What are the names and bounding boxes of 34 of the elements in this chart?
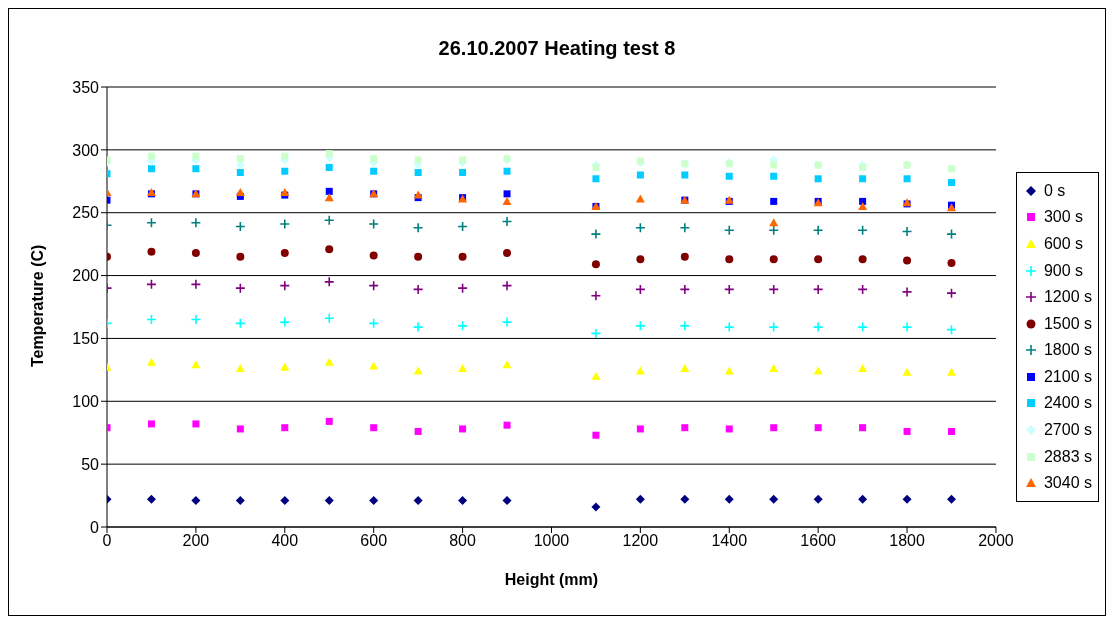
y-tick-label: 200 xyxy=(72,267,100,285)
x-tick-label: 2000 xyxy=(978,532,1014,550)
y-tick-label: 0 xyxy=(90,518,100,536)
x-tick-label: 1800 xyxy=(889,532,925,550)
legend-label: 900 s xyxy=(1043,261,1084,280)
legend-label: 2100 s xyxy=(1043,367,1092,386)
legend-label: 0 s xyxy=(1043,181,1066,200)
y-tick-label: 250 xyxy=(72,204,100,222)
legend-label: 2400 s xyxy=(1043,394,1092,413)
legend-label: 600 s xyxy=(1043,234,1084,253)
legend-label: 1500 s xyxy=(1043,314,1092,333)
y-tick-label: 300 xyxy=(72,141,100,159)
y-tick-label: 150 xyxy=(72,330,100,348)
x-tick-label: 400 xyxy=(271,532,299,550)
y-tick-label: 100 xyxy=(72,392,100,410)
y-axis-title: Temperature (C) xyxy=(28,244,46,367)
x-tick-label: 0 xyxy=(102,532,112,550)
x-tick-label: 600 xyxy=(360,532,388,550)
x-tick-label: 1400 xyxy=(711,532,748,550)
y-tick-label: 50 xyxy=(81,455,100,473)
y-tick-label: 350 xyxy=(72,78,100,96)
legend-label: 300 s xyxy=(1043,208,1084,227)
x-tick-label: 1600 xyxy=(800,532,837,550)
x-axis-title: Height (mm) xyxy=(504,571,599,588)
x-tick-label: 1200 xyxy=(622,532,659,550)
legend-label: 3040 s xyxy=(1043,474,1092,493)
legend-label: 2883 s xyxy=(1043,447,1092,466)
legend-label: 1800 s xyxy=(1043,341,1092,360)
chart-title: 26.10.2007 Heating test 8 xyxy=(437,36,677,61)
x-tick-label: 1000 xyxy=(533,532,570,550)
legend-label: 2700 s xyxy=(1043,421,1092,440)
legend-label: 1200 s xyxy=(1043,288,1092,307)
x-tick-label: 200 xyxy=(182,532,210,550)
x-tick-label: 800 xyxy=(449,532,477,550)
